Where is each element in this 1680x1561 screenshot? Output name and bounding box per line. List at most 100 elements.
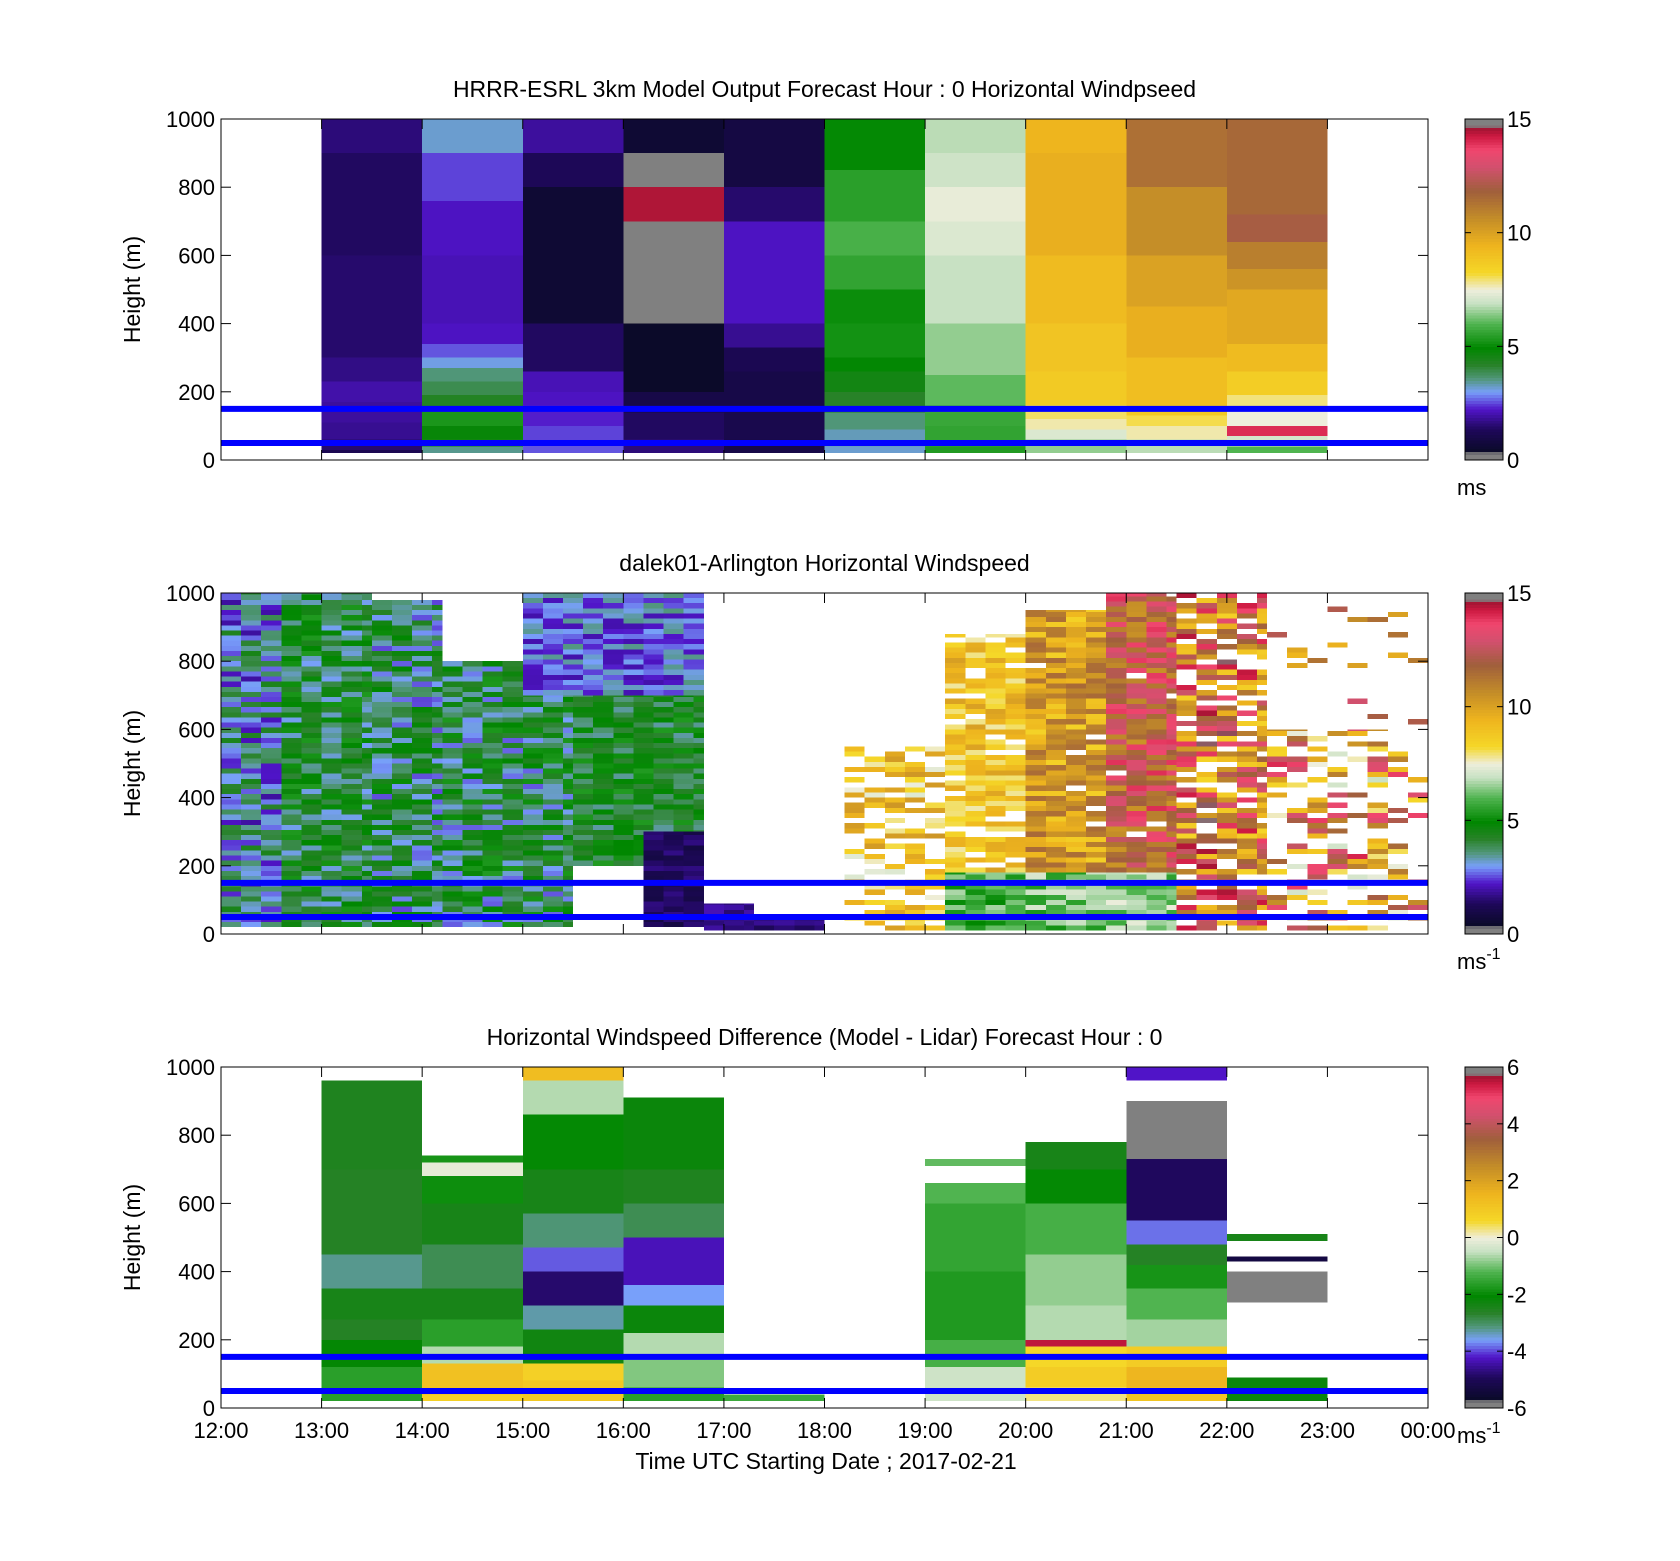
- heatmap-cell: [1146, 884, 1167, 890]
- heatmap-cell: [945, 749, 966, 755]
- heatmap-cell: [412, 865, 433, 871]
- heatmap-cell: [744, 903, 755, 906]
- heatmap-cell: [261, 697, 282, 703]
- heatmap-cell: [985, 770, 1006, 776]
- heatmap-cell: [462, 773, 483, 779]
- heatmap-cells: [321, 119, 1328, 454]
- heatmap-cell: [341, 799, 362, 805]
- colorbar-cell: [1465, 1180, 1503, 1185]
- heatmap-cell: [502, 743, 523, 749]
- colorbar-cell: [1465, 874, 1503, 878]
- colorbar-cell: [1465, 1356, 1503, 1361]
- colorbar-cell: [1465, 184, 1503, 188]
- heatmap-cell: [1367, 838, 1388, 844]
- heatmap-cell: [281, 814, 302, 820]
- heatmap-cell: [321, 789, 342, 795]
- heatmap-cell: [573, 824, 594, 830]
- heatmap-cell: [844, 792, 865, 798]
- heatmap-cell: [1106, 724, 1127, 730]
- heatmap-cell: [1126, 862, 1147, 868]
- heatmap-cell: [462, 712, 483, 718]
- heatmap-cell: [844, 853, 865, 859]
- heatmap-cell: [633, 804, 654, 810]
- colorbar-cell: [1465, 209, 1503, 214]
- heatmap-cell: [945, 785, 966, 791]
- heatmap-cell: [1146, 719, 1167, 725]
- heatmap-cell: [1045, 874, 1066, 880]
- heatmap-cell: [371, 753, 392, 759]
- colorbar-cell: [1465, 1123, 1503, 1128]
- heatmap-cell: [1196, 639, 1217, 645]
- heatmap-cell: [683, 639, 704, 645]
- heatmap-cell: [1307, 802, 1328, 808]
- heatmap-cell: [844, 777, 865, 783]
- heatmap-cell: [482, 845, 503, 851]
- heatmap-cell: [1106, 872, 1127, 875]
- heatmap-cell: [1236, 823, 1258, 829]
- heatmap-cell: [1106, 790, 1127, 796]
- heatmap-cell: [412, 845, 433, 851]
- heatmap-cell: [442, 865, 463, 871]
- heatmap-cell: [1126, 836, 1147, 842]
- heatmap-cell: [1025, 657, 1046, 663]
- colorbar-cell: [1465, 916, 1503, 921]
- heatmap-cell: [1086, 657, 1107, 663]
- heatmap-cell: [321, 814, 342, 820]
- heatmap-cell: [462, 717, 483, 723]
- heatmap-cell: [623, 153, 724, 188]
- heatmap-cell: [723, 119, 825, 188]
- heatmap-cell: [442, 743, 463, 749]
- heatmap-cell: [482, 753, 503, 759]
- heatmap-cell: [482, 702, 503, 708]
- heatmap-cell: [1086, 632, 1107, 638]
- heatmap-cell: [884, 807, 905, 813]
- heatmap-cell: [502, 865, 523, 871]
- heatmap-cell: [391, 768, 413, 774]
- heatmap-cell: [1236, 685, 1258, 691]
- heatmap-cell: [1216, 874, 1237, 880]
- heatmap-cell: [1347, 853, 1368, 859]
- heatmap-cell: [301, 840, 322, 846]
- heatmap-cell: [573, 732, 594, 738]
- heatmap-cell: [412, 743, 433, 749]
- heatmap-cell: [593, 748, 614, 754]
- heatmap-cell: [412, 691, 433, 698]
- heatmap-cell: [1065, 632, 1087, 638]
- heatmap-cell: [391, 799, 413, 805]
- heatmap-cell: [1166, 847, 1177, 853]
- heatmap-cell: [1126, 847, 1147, 853]
- heatmap-cell: [965, 683, 986, 689]
- colorbar-cell: [1465, 610, 1503, 614]
- heatmap-cell: [864, 756, 885, 762]
- heatmap-cell: [1086, 729, 1107, 735]
- heatmap-cell: [241, 640, 262, 646]
- heatmap-cell: [965, 801, 986, 807]
- heatmap-cell: [281, 594, 302, 600]
- heatmap-cell: [1146, 765, 1167, 771]
- heatmap-cell: [562, 743, 574, 749]
- heatmap-cell: [1106, 703, 1127, 709]
- heatmap-cell: [542, 922, 563, 928]
- colorbar-cell: [1465, 808, 1503, 813]
- heatmap-cell: [321, 737, 342, 744]
- heatmap-cell: [1257, 833, 1268, 839]
- heatmap-cell: [361, 712, 372, 718]
- heatmap-cell: [1176, 807, 1197, 813]
- heatmap-cell: [1236, 838, 1258, 844]
- heatmap-cell: [522, 727, 543, 733]
- heatmap-cell: [643, 690, 664, 696]
- colorbar-cell: [1465, 897, 1503, 901]
- x-tick-label: 16:00: [596, 1418, 651, 1443]
- heatmap-cell: [904, 787, 926, 793]
- heatmap-cell: [1106, 857, 1127, 863]
- heatmap-cell: [1176, 828, 1197, 834]
- colorbar-cell: [1465, 309, 1503, 313]
- heatmap-cell: [442, 860, 463, 866]
- heatmap-cell: [1065, 683, 1087, 689]
- heatmap-cell: [1025, 714, 1046, 720]
- heatmap-cell: [1166, 611, 1177, 617]
- heatmap-cell: [341, 860, 362, 866]
- heatmap-cell: [371, 783, 392, 790]
- heatmap-cell: [301, 615, 322, 621]
